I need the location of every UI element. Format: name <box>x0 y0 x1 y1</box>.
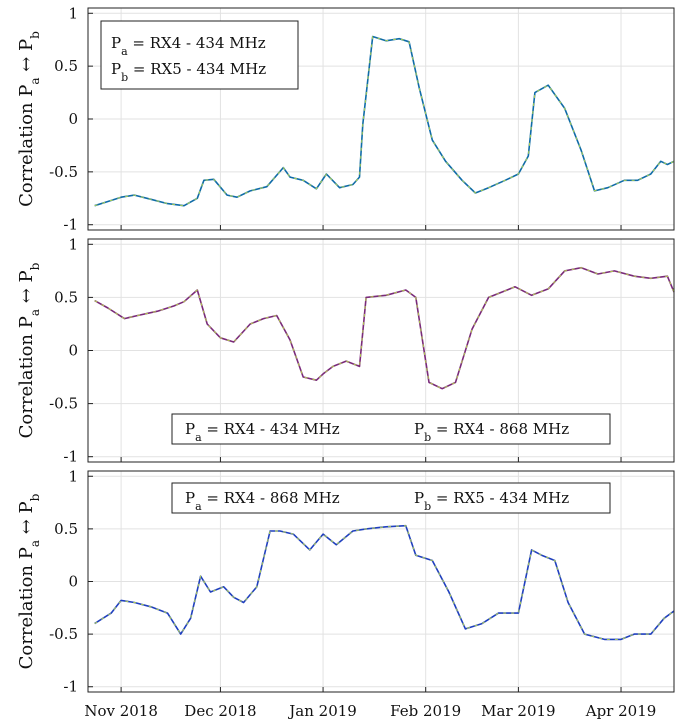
y-tick-label: -0.5 <box>49 163 78 181</box>
x-tick-label: Mar 2019 <box>481 702 555 720</box>
legend: Pa = RX4 - 434 MHz Pb = RX4 - 868 MHz <box>171 413 611 445</box>
legend-entry: Pa = RX4 - 434 MHz <box>185 420 340 444</box>
y-tick-label: 1 <box>68 467 78 485</box>
y-axis-label: Correlation Pa ↔ Pb <box>16 493 42 669</box>
plot-frame <box>87 7 675 231</box>
y-tick-label: -1 <box>63 448 78 466</box>
x-tick-label: Jan 2019 <box>287 702 357 720</box>
legend-box <box>100 20 299 90</box>
y-tick-label: 0.5 <box>54 57 78 75</box>
panel-1: -1 -0.5 0 0.5 1 Correlation Pa ↔ Pb Pa = RX4 -… <box>16 4 675 234</box>
y-tick-label: 1 <box>68 4 78 22</box>
y-tick-label: -0.5 <box>49 625 78 643</box>
series-line <box>94 266 675 390</box>
y-tick-label: -1 <box>63 216 78 234</box>
series-line <box>94 524 675 641</box>
y-tick-label: -1 <box>63 678 78 696</box>
x-tick-label: Nov 2018 <box>84 702 158 720</box>
plot-frame <box>87 238 675 463</box>
y-tick-label: 0.5 <box>54 520 78 538</box>
legend-entry: Pb = RX5 - 434 MHz <box>414 489 569 513</box>
y-tick-label: 0.5 <box>54 288 78 306</box>
y-tick-label: 0 <box>68 110 78 128</box>
plot-frame <box>87 470 675 693</box>
legend-entry: Pb = RX4 - 868 MHz <box>414 420 569 444</box>
series-overlay-line <box>94 267 675 390</box>
y-tick-label: 0 <box>68 342 78 360</box>
x-tick-label: Feb 2019 <box>390 702 461 720</box>
legend-entry: Pb = RX5 - 434 MHz <box>111 60 266 84</box>
legend-entry: Pa = RX4 - 434 MHz <box>111 34 266 58</box>
y-axis-label: Correlation Pa ↔ Pb <box>16 262 42 438</box>
y-axis-label: Correlation Pa ↔ Pb <box>16 31 42 207</box>
x-tick-label: Apr 2019 <box>585 702 657 720</box>
legend-entry: Pa = RX4 - 868 MHz <box>185 489 340 513</box>
y-tick-label: -0.5 <box>49 395 78 413</box>
y-tick-label: 1 <box>68 235 78 253</box>
panel-2: -1 -0.5 0 0.5 1 Correlation Pa ↔ Pb Pa = RX4 -… <box>16 235 675 466</box>
series-overlay-line <box>94 525 675 640</box>
series-overlay-line <box>94 35 675 207</box>
legend-box <box>171 482 611 514</box>
panel-3: -1 -0.5 0 0.5 1 Correlation Pa ↔ Pb Pa = RX4 -… <box>16 467 675 720</box>
x-tick-label: Dec 2018 <box>184 702 256 720</box>
legend-box <box>171 413 611 445</box>
legend: Pa = RX4 - 868 MHz Pb = RX5 - 434 MHz <box>171 482 611 514</box>
y-tick-label: 0 <box>68 573 78 591</box>
